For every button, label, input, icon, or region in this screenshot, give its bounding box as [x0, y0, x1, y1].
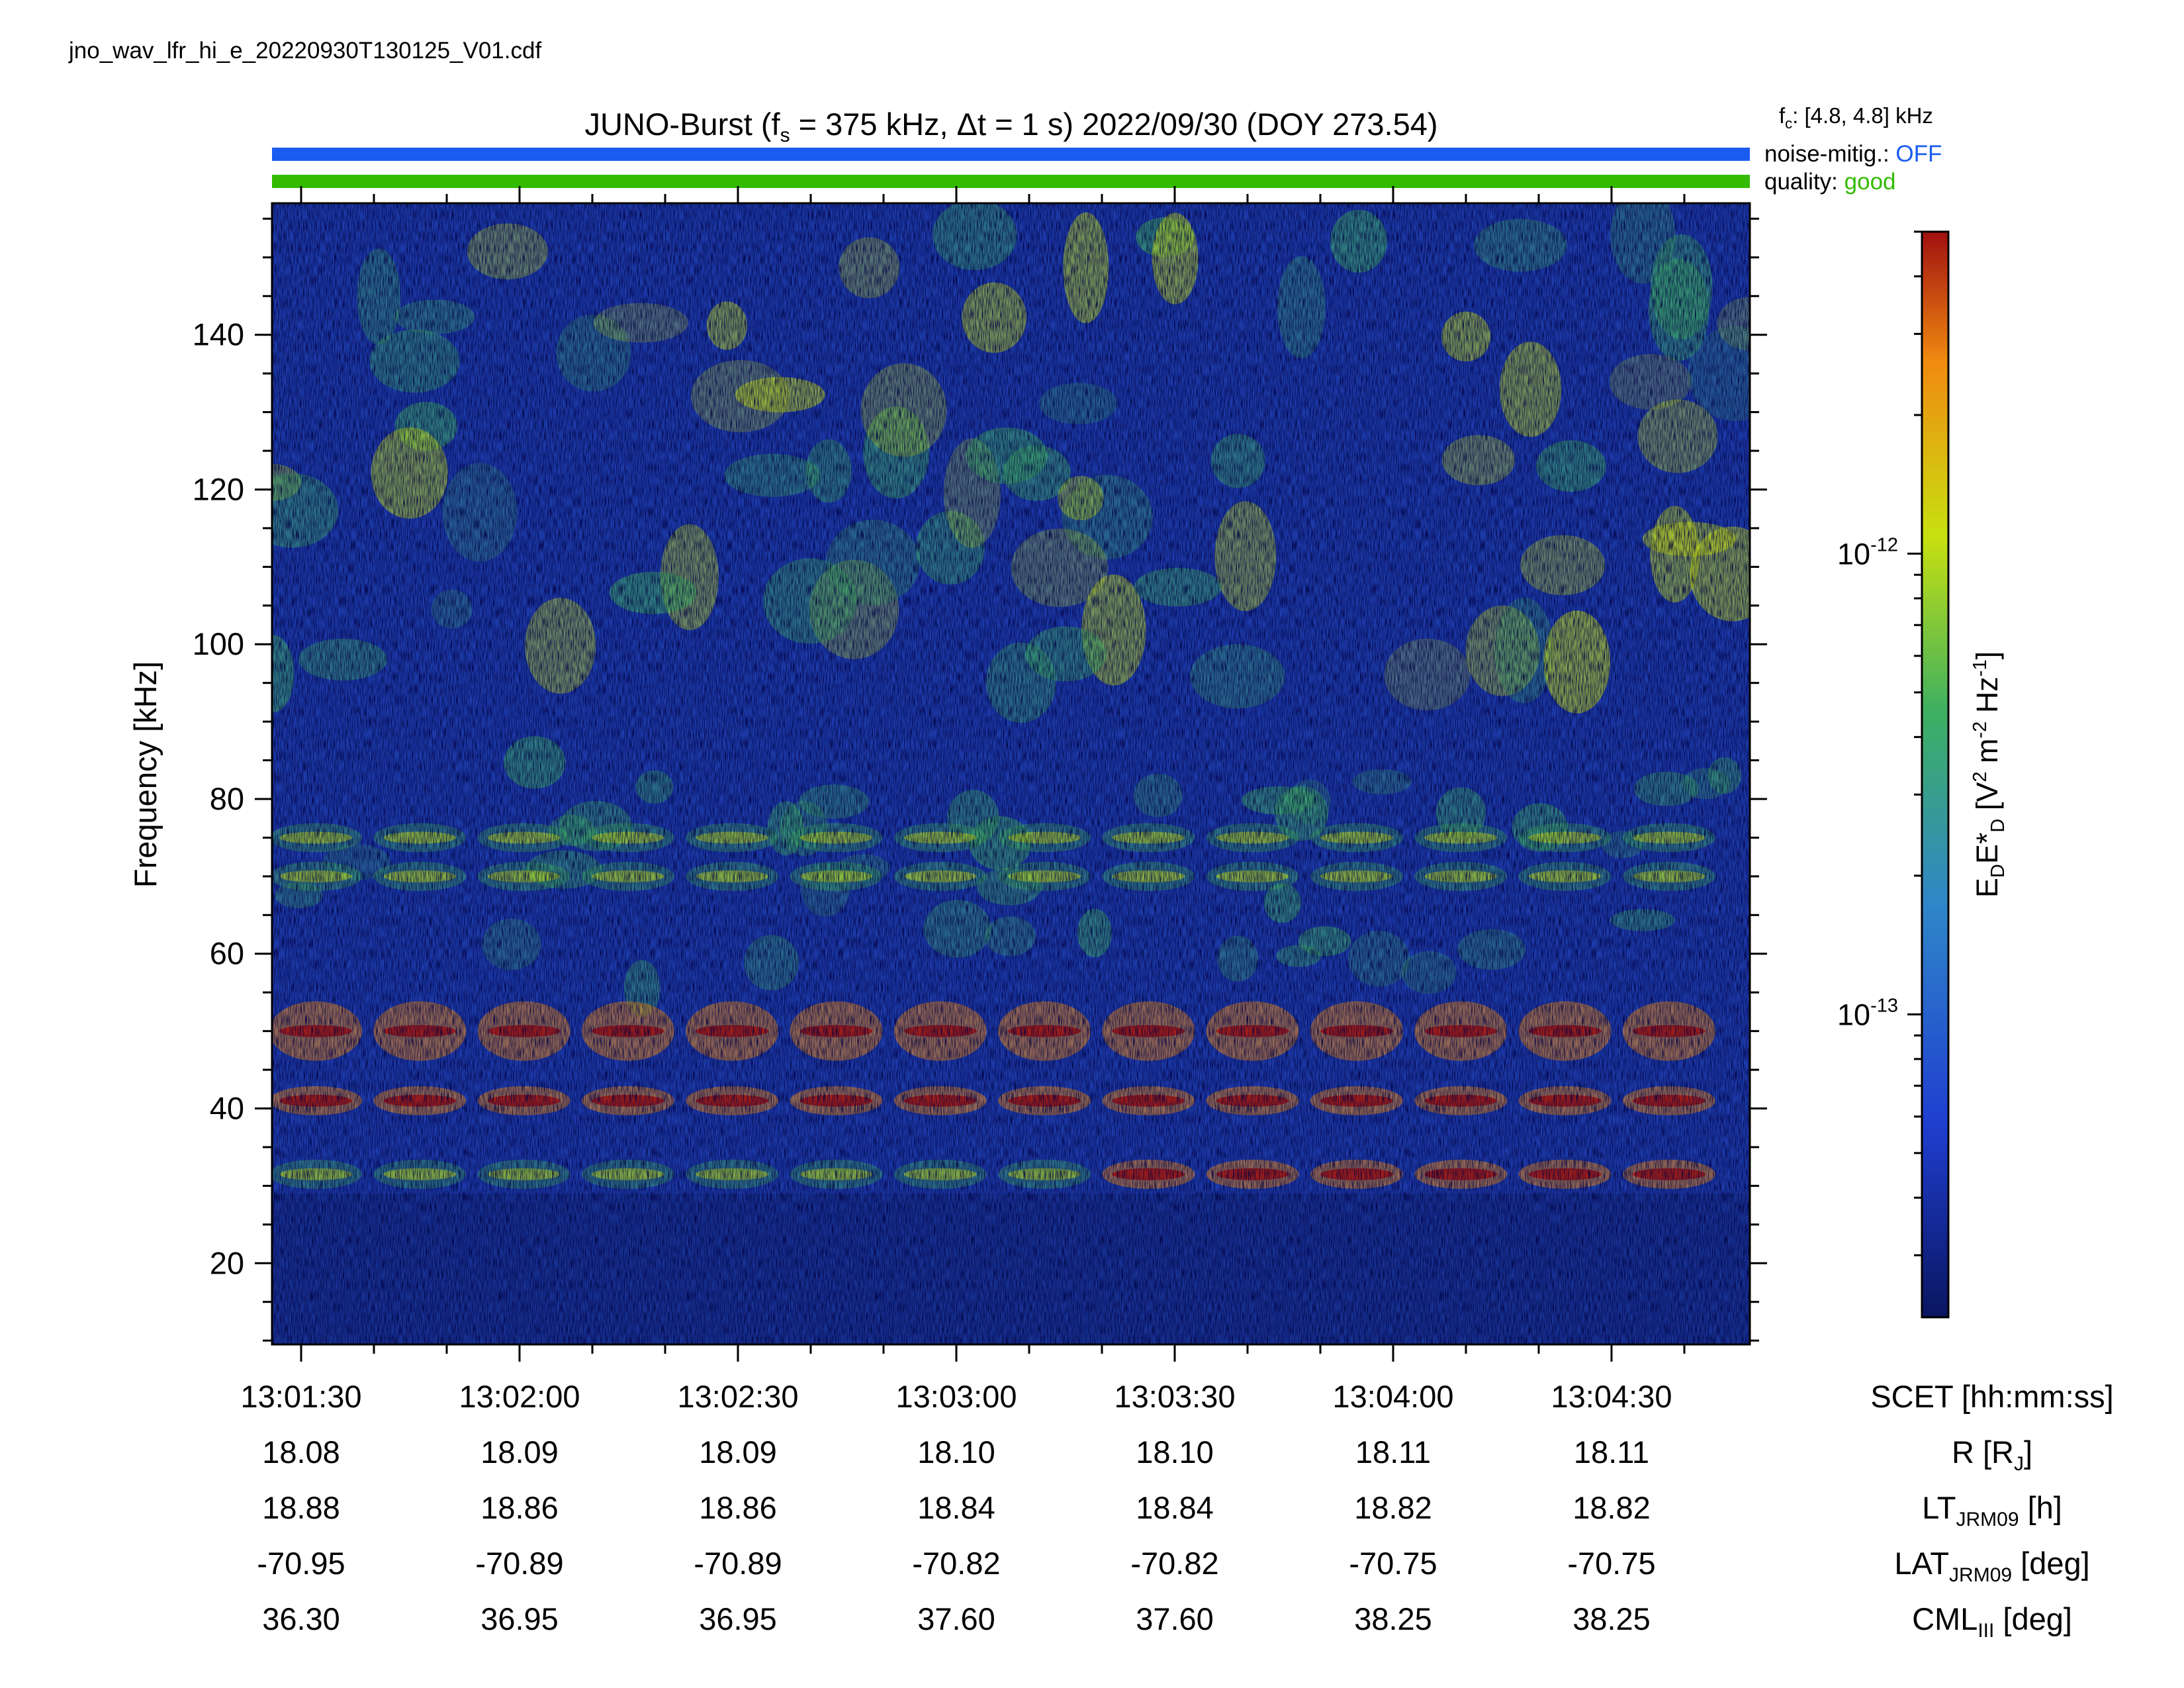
- y-tick-label: 40: [210, 1091, 244, 1126]
- x-tick-label: 13:02:30: [678, 1379, 799, 1414]
- y-tick-label: 120: [193, 471, 244, 506]
- y-tick-label: 80: [210, 781, 244, 816]
- ephemeris-value: -70.89: [475, 1546, 563, 1581]
- ephemeris-value: 18.82: [1572, 1490, 1651, 1525]
- ephemeris-value: -70.75: [1567, 1546, 1655, 1581]
- x-axis: 13:01:30 13:02:00 13:02:30 13:03:00 13:03:30…: [241, 186, 1686, 1414]
- colorbar-tick-label: 10-12: [1837, 534, 1898, 571]
- y-axis-label: Frequency [kHz]: [128, 661, 163, 888]
- spectrogram: [272, 203, 1750, 1344]
- colorbar-tick-label: 10-13: [1837, 995, 1898, 1031]
- ephemeris-value: 38.25: [1572, 1601, 1651, 1636]
- ephemeris-value: 18.82: [1354, 1490, 1432, 1525]
- ephemeris-value: -70.89: [694, 1546, 782, 1581]
- ephemeris-value: 18.11: [1574, 1434, 1649, 1470]
- y-tick-label: 140: [193, 317, 244, 352]
- x-axis-label: SCET [hh:mm:ss]: [1870, 1379, 2113, 1414]
- file-name: jno_wav_lfr_hi_e_20220930T130125_V01.cdf: [68, 38, 541, 64]
- x-tick-label: 13:03:30: [1115, 1379, 1236, 1414]
- title-fs-value: = 375 kHz, Δt = 1 s): [790, 107, 1073, 142]
- colorbar-ticks: 10-12 10-13: [1837, 230, 1922, 1256]
- ephemeris-table: 18.08 18.09 18.09 18.10 18.10 18.11 18.11 R [RJ…: [257, 1434, 2089, 1642]
- ephemeris-value: 36.30: [262, 1601, 340, 1636]
- y-axis: 20 40 60 80 100 120 140: [193, 217, 1767, 1342]
- ephemeris-label: LTJRM09 [h]: [1922, 1490, 2062, 1530]
- ephemeris-value: 18.11: [1355, 1434, 1431, 1470]
- ephemeris-value: 18.84: [1136, 1490, 1214, 1525]
- title-fs-label: f: [772, 107, 781, 142]
- noise-mitigation-label: noise-mitig.: OFF: [1764, 141, 1942, 167]
- spectrogram-speckle: [272, 203, 1750, 1344]
- ephemeris-value: -70.95: [257, 1546, 345, 1581]
- x-tick-label: 13:04:00: [1333, 1379, 1454, 1414]
- y-tick-label: 60: [210, 936, 244, 971]
- ephemeris-value: 38.25: [1354, 1601, 1432, 1636]
- plot-frame: [271, 202, 1751, 1346]
- ephemeris-value: 18.86: [699, 1490, 777, 1525]
- x-tick-label: 13:01:30: [241, 1379, 362, 1414]
- title-instrument: JUNO-Burst: [584, 107, 752, 142]
- colorbar-label: EDE*D [V2 m-2 Hz-1]: [1970, 651, 2009, 898]
- colorbar: [1921, 230, 1950, 1319]
- x-tick-label: 13:03:00: [896, 1379, 1017, 1414]
- x-tick-label: 13:04:30: [1551, 1379, 1672, 1414]
- ephemeris-value: -70.75: [1349, 1546, 1437, 1581]
- ephemeris-label: CMLIII [deg]: [1912, 1601, 2072, 1642]
- y-tick-label: 20: [210, 1245, 244, 1280]
- fc-label: fc: [4.8, 4.8] kHz: [1779, 103, 1933, 132]
- x-tick-label: 13:02:00: [459, 1379, 580, 1414]
- chart-title: JUNO-Burst (fs = 375 kHz, Δt = 1 s) 2022…: [584, 107, 1437, 146]
- ephemeris-value: 18.10: [1136, 1434, 1214, 1470]
- quality-bar: [272, 175, 1750, 188]
- ephemeris-value: 18.86: [480, 1490, 559, 1525]
- ephemeris-value: 18.08: [262, 1434, 340, 1470]
- ephemeris-value: 18.09: [480, 1434, 559, 1470]
- ephemeris-value: 18.84: [917, 1490, 995, 1525]
- ephemeris-label: LATJRM09 [deg]: [1894, 1546, 2089, 1586]
- title-date: 2022/09/30 (DOY 273.54): [1082, 107, 1437, 142]
- y-tick-label: 100: [193, 626, 244, 661]
- title-fs-sub: s: [780, 124, 790, 146]
- ephemeris-label: R [RJ]: [1952, 1434, 2032, 1475]
- ephemeris-value: 18.88: [262, 1490, 340, 1525]
- quality-value: good: [1844, 169, 1896, 195]
- ephemeris-value: -70.82: [1130, 1546, 1218, 1581]
- ephemeris-value: 37.60: [917, 1601, 995, 1636]
- ephemeris-value: 36.95: [480, 1601, 559, 1636]
- ephemeris-value: 18.09: [699, 1434, 777, 1470]
- ephemeris-value: -70.82: [912, 1546, 1000, 1581]
- ephemeris-value: 36.95: [699, 1601, 777, 1636]
- ephemeris-value: 37.60: [1136, 1601, 1214, 1636]
- noise-mitigation-bar: [272, 148, 1750, 161]
- noise-mitigation-value: OFF: [1895, 141, 1942, 167]
- ephemeris-value: 18.10: [917, 1434, 995, 1470]
- quality-label: quality: good: [1764, 169, 1896, 195]
